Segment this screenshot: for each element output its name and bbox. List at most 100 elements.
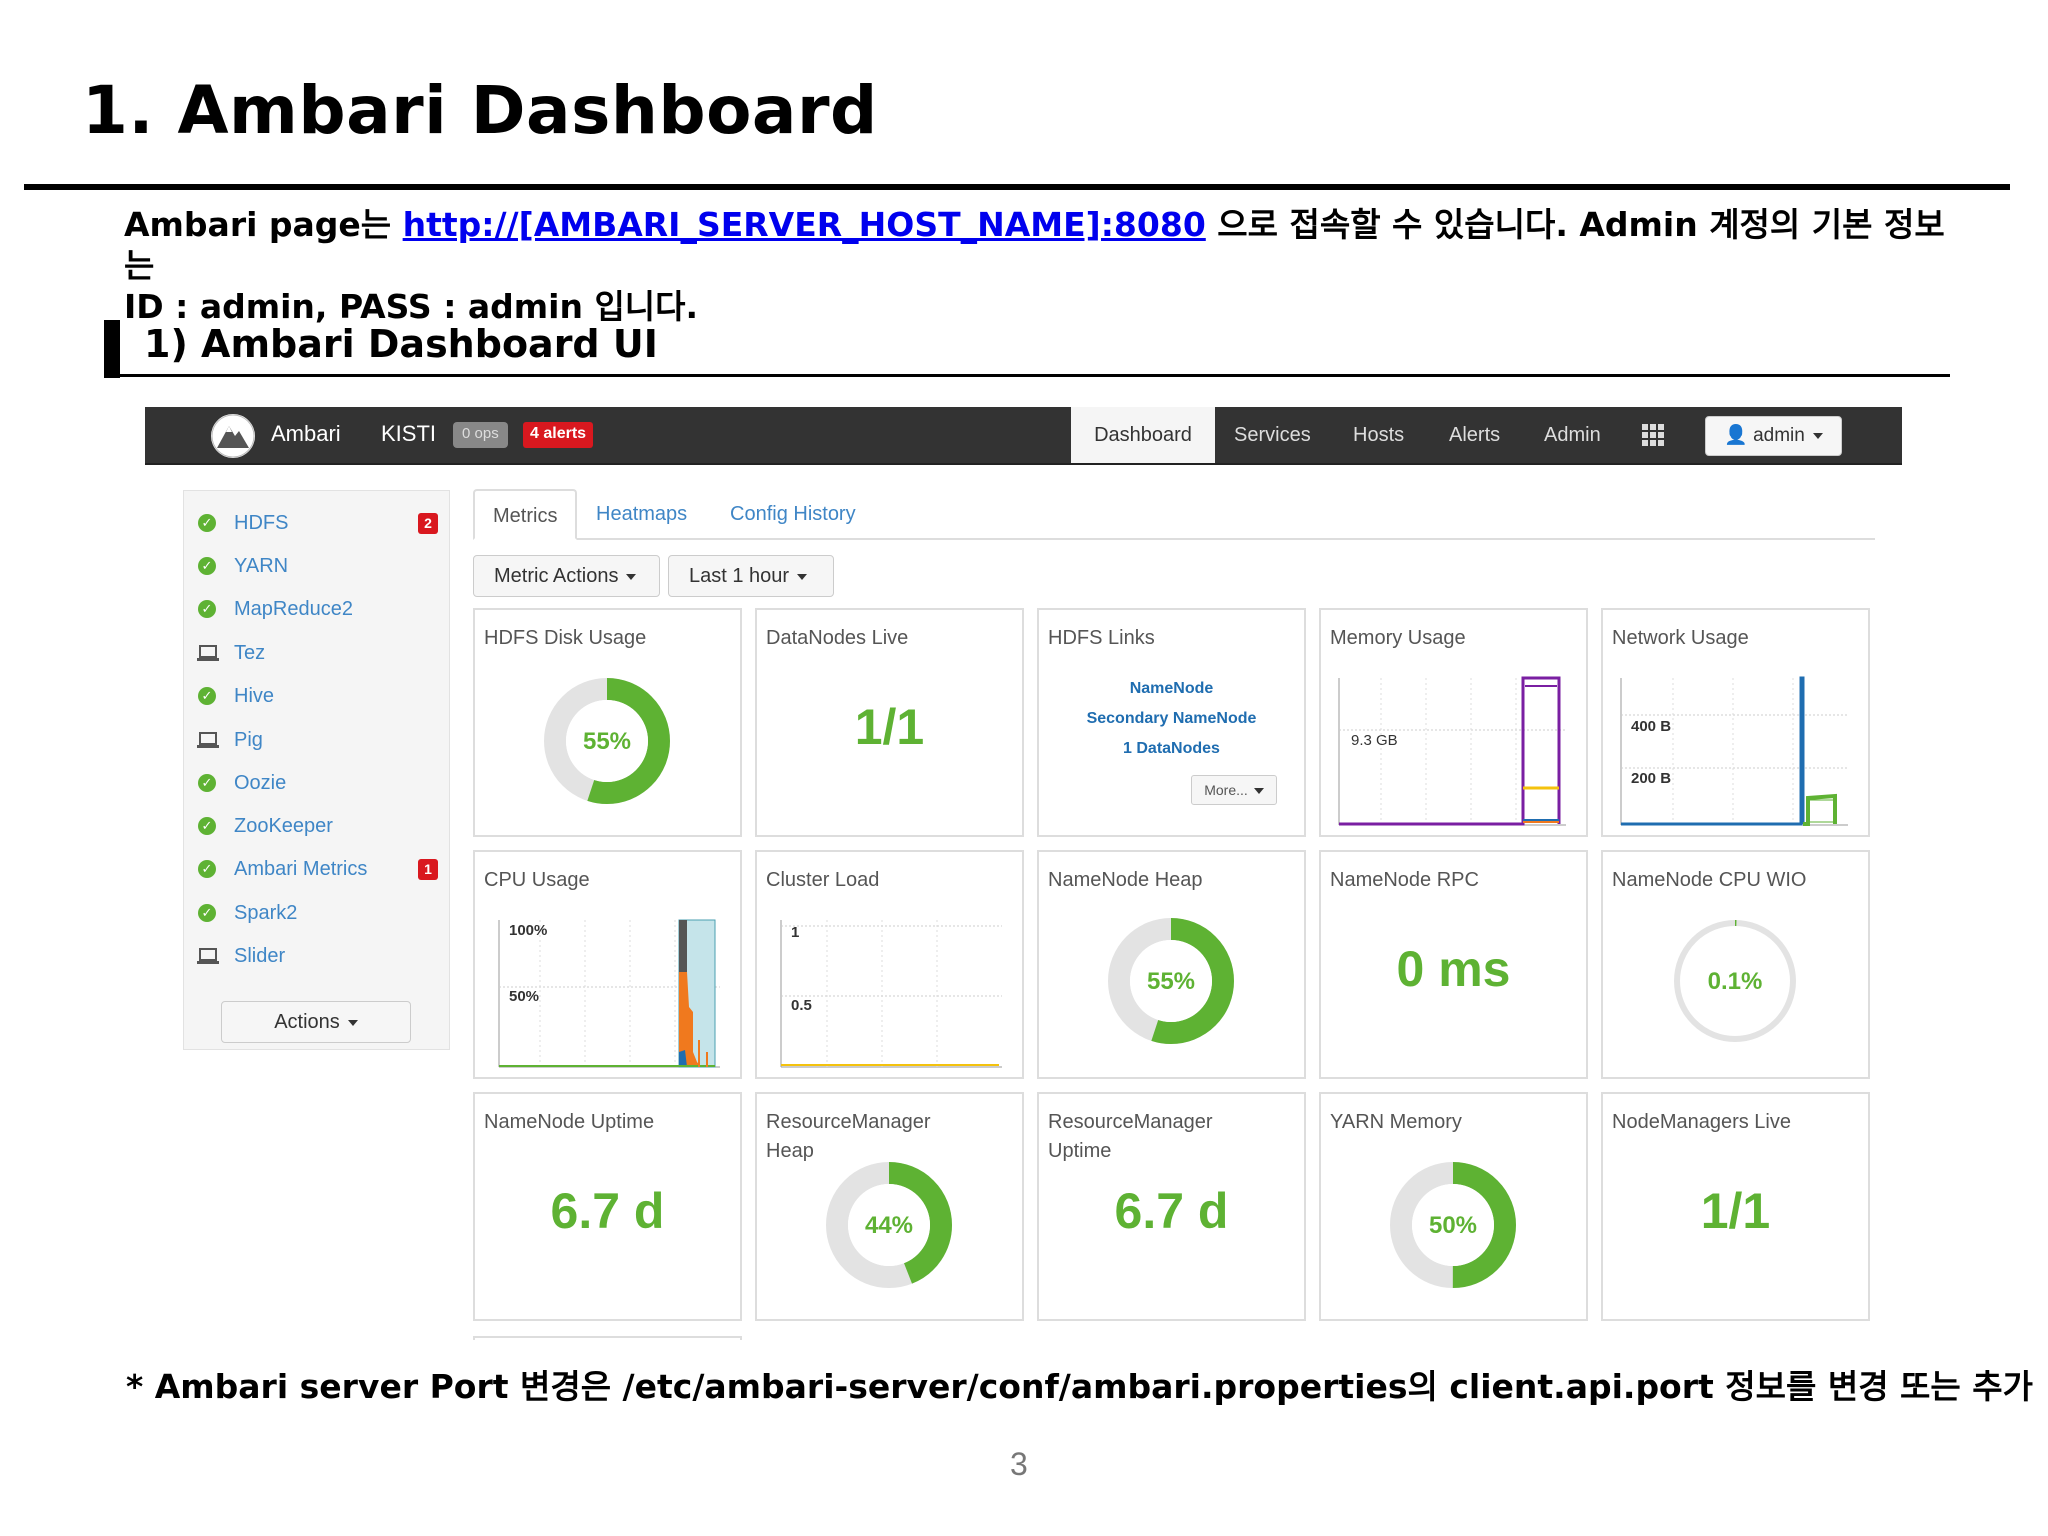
more-links-button[interactable]: More... bbox=[1191, 775, 1277, 805]
hdfs-disk-usage-donut: 55% bbox=[542, 676, 672, 806]
widget-yarn-memory[interactable]: YARN Memory 50% bbox=[1319, 1092, 1588, 1321]
title-divider bbox=[24, 184, 2010, 190]
alerts-badge[interactable]: 4 alerts bbox=[523, 422, 594, 448]
widget-title: NameNode CPU WIO bbox=[1612, 869, 1807, 891]
widget-title: Cluster Load bbox=[766, 869, 880, 891]
section-marker bbox=[104, 320, 120, 378]
widget-namenode-uptime[interactable]: NameNode Uptime 6.7 d bbox=[473, 1092, 742, 1321]
actions-button[interactable]: Actions bbox=[221, 1001, 411, 1043]
more-label: More... bbox=[1204, 782, 1248, 798]
namenode-link[interactable]: NameNode bbox=[1129, 680, 1214, 697]
nav-tab-dashboard[interactable]: Dashboard bbox=[1071, 407, 1215, 463]
sidebar-item-yarn[interactable]: ✓ YARN bbox=[198, 553, 438, 579]
widget-cluster-load[interactable]: Cluster Load 1 0.5 bbox=[755, 850, 1024, 1079]
sidebar-item-hive[interactable]: ✓ Hive bbox=[198, 683, 438, 709]
check-circle-icon: ✓ bbox=[198, 557, 216, 575]
sidebar-item-label: Spark2 bbox=[234, 902, 298, 924]
sidebar-item-oozie[interactable]: ✓ Oozie bbox=[198, 770, 438, 796]
views-grid-icon[interactable] bbox=[1642, 424, 1666, 446]
sidebar-item-slider[interactable]: Slider bbox=[197, 943, 438, 969]
chevron-down-icon bbox=[1253, 788, 1264, 795]
nav-tab-hosts[interactable]: Hosts bbox=[1353, 424, 1405, 446]
footnote: * Ambari server Port 변경은 /etc/ambari-ser… bbox=[126, 1367, 2033, 1406]
intro-suffix: 으로 접속할 수 있습니다. Admin 계정의 기본 정보는 bbox=[124, 205, 1945, 285]
donut-label: 55% bbox=[583, 728, 631, 755]
metric-actions-label: Metric Actions bbox=[494, 565, 619, 587]
laptop-icon bbox=[197, 732, 219, 748]
sidebar-item-label: Ambari Metrics bbox=[234, 858, 368, 880]
donut-label: 0.1% bbox=[1708, 968, 1763, 995]
namenode-cpu-wio-donut: 0.1% bbox=[1670, 916, 1800, 1046]
intro-prefix: Ambari page는 bbox=[124, 205, 403, 244]
widget-title-line: ResourceManager bbox=[766, 1111, 931, 1133]
cluster-name[interactable]: KISTI bbox=[381, 421, 437, 446]
tab-metrics[interactable]: Metrics bbox=[473, 489, 578, 540]
time-range-label: Last 1 hour bbox=[689, 565, 790, 587]
widget-value: 0 ms bbox=[1396, 941, 1511, 997]
chevron-down-icon bbox=[626, 573, 637, 580]
sidebar-item-label: Tez bbox=[234, 642, 266, 664]
time-range-dropdown[interactable]: Last 1 hour bbox=[668, 555, 834, 597]
brand-name[interactable]: Ambari bbox=[271, 421, 341, 446]
sidebar-item-label: Hive bbox=[234, 685, 275, 707]
widget-title: Network Usage bbox=[1612, 627, 1749, 649]
ambari-logo-icon[interactable] bbox=[211, 414, 255, 458]
check-circle-icon: ✓ bbox=[198, 817, 216, 835]
datanodes-link[interactable]: 1 DataNodes bbox=[1123, 740, 1220, 757]
page-number: 3 bbox=[1010, 1446, 1028, 1482]
tab-heatmaps[interactable]: Heatmaps bbox=[596, 503, 688, 525]
resourcemanager-heap-donut: 44% bbox=[824, 1160, 954, 1290]
widget-network-usage[interactable]: Network Usage 400 B 200 B bbox=[1601, 608, 1870, 837]
tabs-underline bbox=[473, 538, 1875, 540]
donut-fill bbox=[544, 678, 670, 804]
secondary-namenode-link[interactable]: Secondary NameNode bbox=[1086, 710, 1257, 727]
sidebar-item-label: Slider bbox=[234, 945, 286, 967]
namenode-heap-donut: 55% bbox=[1106, 916, 1236, 1046]
sidebar-item-pig[interactable]: Pig bbox=[197, 727, 438, 753]
nav-tab-admin[interactable]: Admin bbox=[1544, 424, 1601, 446]
sidebar-item-label: Pig bbox=[234, 729, 263, 751]
laptop-icon bbox=[197, 645, 219, 661]
widget-namenode-cpu-wio[interactable]: NameNode CPU WIO 0.1% bbox=[1601, 850, 1870, 1079]
sidebar-item-spark2[interactable]: ✓ Spark2 bbox=[198, 900, 438, 926]
tab-config-history[interactable]: Config History bbox=[730, 503, 856, 525]
y-axis-tick-label: 1 bbox=[791, 924, 800, 941]
ops-badge[interactable]: 0 ops bbox=[453, 422, 508, 448]
sidebar-item-label: Oozie bbox=[234, 772, 287, 794]
user-menu-button[interactable]: 👤 admin bbox=[1705, 416, 1842, 456]
check-circle-icon: ✓ bbox=[198, 600, 216, 618]
widget-cpu-usage[interactable]: CPU Usage 100% 50% bbox=[473, 850, 742, 1079]
alert-count-badge: 2 bbox=[418, 513, 438, 534]
sidebar-item-mapreduce2[interactable]: ✓ MapReduce2 bbox=[198, 596, 438, 622]
user-name: admin bbox=[1753, 425, 1805, 446]
check-circle-icon: ✓ bbox=[198, 860, 216, 878]
sidebar-item-hdfs[interactable]: ✓ HDFS 2 bbox=[198, 510, 438, 536]
ambari-url-link[interactable]: http://[AMBARI_SERVER_HOST_NAME]:8080 bbox=[402, 205, 1206, 244]
sidebar-item-zookeeper[interactable]: ✓ ZooKeeper bbox=[198, 813, 438, 839]
y-axis-label: 9.3 GB bbox=[1351, 732, 1398, 749]
widget-title: CPU Usage bbox=[484, 869, 590, 891]
widget-hdfs-disk-usage[interactable]: HDFS Disk Usage 55% bbox=[473, 608, 742, 837]
nav-tab-alerts[interactable]: Alerts bbox=[1449, 424, 1501, 446]
widget-resourcemanager-uptime[interactable]: ResourceManager Uptime 6.7 d bbox=[1037, 1092, 1306, 1321]
widget-namenode-heap[interactable]: NameNode Heap 55% bbox=[1037, 850, 1306, 1079]
metric-actions-dropdown[interactable]: Metric Actions bbox=[473, 555, 660, 597]
sidebar-item-tez[interactable]: Tez bbox=[197, 640, 438, 666]
check-circle-icon: ✓ bbox=[198, 687, 216, 705]
widget-nodemanagers-live[interactable]: NodeManagers Live 1/1 bbox=[1601, 1092, 1870, 1321]
widget-memory-usage[interactable]: Memory Usage 9.3 GB bbox=[1319, 608, 1588, 837]
section-title: 1) Ambari Dashboard UI bbox=[144, 322, 658, 366]
widget-title: NodeManagers Live bbox=[1612, 1111, 1791, 1133]
widget-datanodes-live[interactable]: DataNodes Live 1/1 bbox=[755, 608, 1024, 837]
laptop-icon bbox=[197, 948, 219, 964]
widget-title: DataNodes Live bbox=[766, 627, 909, 649]
widget-resourcemanager-heap[interactable]: ResourceManager Heap 44% bbox=[755, 1092, 1024, 1321]
nav-tab-services[interactable]: Services bbox=[1234, 424, 1311, 446]
widget-title-line: Uptime bbox=[1048, 1140, 1112, 1162]
sidebar-item-ambari-metrics[interactable]: ✓ Ambari Metrics 1 bbox=[198, 856, 438, 882]
widget-hdfs-links[interactable]: HDFS Links NameNode Secondary NameNode 1… bbox=[1037, 608, 1306, 837]
sidebar-item-label: HDFS bbox=[234, 512, 289, 534]
sidebar-item-label: ZooKeeper bbox=[234, 815, 333, 837]
y-axis-tick-label: 100% bbox=[509, 922, 548, 939]
widget-namenode-rpc[interactable]: NameNode RPC 0 ms bbox=[1319, 850, 1588, 1079]
